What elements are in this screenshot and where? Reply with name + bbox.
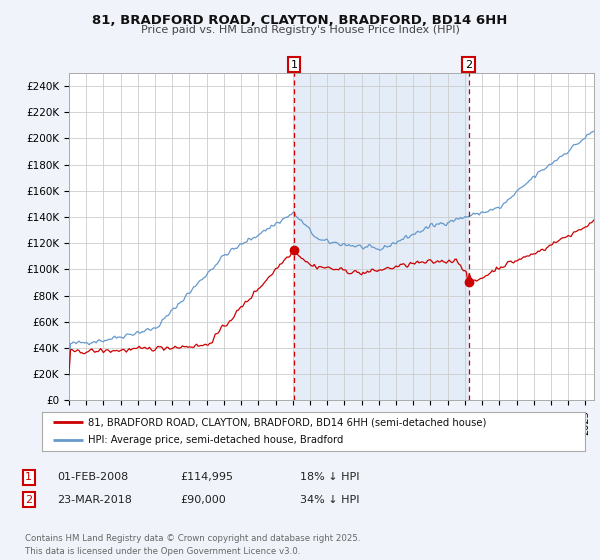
Text: 23-MAR-2018: 23-MAR-2018 — [57, 494, 132, 505]
Text: 81, BRADFORD ROAD, CLAYTON, BRADFORD, BD14 6HH (semi-detached house): 81, BRADFORD ROAD, CLAYTON, BRADFORD, BD… — [88, 417, 487, 427]
Bar — [294, 73, 469, 400]
Text: £90,000: £90,000 — [180, 494, 226, 505]
Text: 18% ↓ HPI: 18% ↓ HPI — [300, 472, 359, 482]
Text: 1: 1 — [290, 59, 298, 69]
Text: 81, BRADFORD ROAD, CLAYTON, BRADFORD, BD14 6HH: 81, BRADFORD ROAD, CLAYTON, BRADFORD, BD… — [92, 14, 508, 27]
Text: 2: 2 — [465, 59, 472, 69]
Text: 01-FEB-2008: 01-FEB-2008 — [57, 472, 128, 482]
Text: 34% ↓ HPI: 34% ↓ HPI — [300, 494, 359, 505]
Text: £114,995: £114,995 — [180, 472, 233, 482]
Text: HPI: Average price, semi-detached house, Bradford: HPI: Average price, semi-detached house,… — [88, 435, 344, 445]
Text: Price paid vs. HM Land Registry's House Price Index (HPI): Price paid vs. HM Land Registry's House … — [140, 25, 460, 35]
Text: 2: 2 — [25, 494, 32, 505]
Text: Contains HM Land Registry data © Crown copyright and database right 2025.
This d: Contains HM Land Registry data © Crown c… — [25, 534, 361, 556]
Text: 1: 1 — [25, 472, 32, 482]
